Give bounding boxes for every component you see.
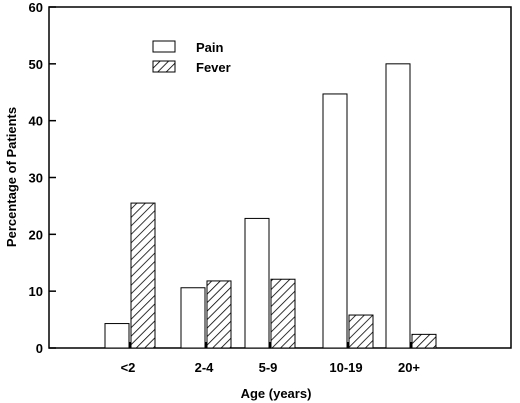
y-tick-label: 50	[29, 57, 43, 72]
x-tick-label: 20+	[398, 360, 420, 375]
bar-pain-1	[180, 287, 206, 349]
x-axis-title: Age (years)	[241, 386, 312, 401]
x-tick-label: <2	[121, 360, 136, 375]
x-tick-label: 2-4	[195, 360, 215, 375]
x-tick-label: 10-19	[329, 360, 362, 375]
bar-fever-3	[348, 314, 374, 349]
y-tick-label: 40	[29, 114, 43, 129]
bar-pain-3	[322, 93, 348, 349]
y-tick-label: 10	[29, 284, 43, 299]
y-tick-label: 30	[29, 171, 43, 186]
y-tick-label: 0	[36, 341, 43, 356]
legend: Pain Fever	[152, 40, 231, 75]
legend-label-pain: Pain	[196, 40, 224, 55]
bar-pain-0	[104, 323, 130, 349]
legend-label-fever: Fever	[196, 60, 231, 75]
bar-fever-1	[206, 280, 232, 349]
bar-fever-0	[130, 202, 156, 349]
x-axis: <2 2-4 5-9 10-19 20+	[121, 342, 420, 375]
x-tick-label: 5-9	[259, 360, 278, 375]
bar-fever-2	[270, 278, 296, 349]
y-axis: 0 10 20 30 40 50 60	[29, 0, 56, 356]
bar-pain-2	[244, 217, 270, 349]
bar-fever-4	[411, 333, 437, 349]
y-tick-label: 20	[29, 227, 43, 242]
bars-group	[104, 63, 437, 349]
y-axis-title: Percentage of Patients	[4, 107, 19, 247]
legend-swatch-pain	[152, 40, 176, 53]
legend-swatch-fever	[152, 60, 176, 73]
y-tick-label: 60	[29, 0, 43, 15]
bar-pain-4	[385, 63, 411, 349]
